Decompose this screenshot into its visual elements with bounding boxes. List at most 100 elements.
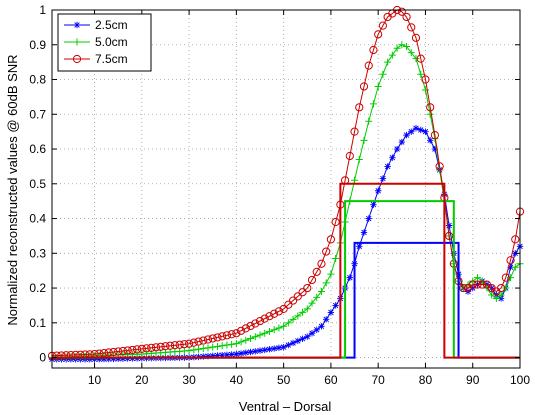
series-2-point-37 — [218, 332, 227, 341]
series-1-point-78 — [412, 55, 420, 63]
series-0-point-48 — [270, 345, 278, 352]
series-0-point-52 — [289, 339, 297, 347]
series-0-point-66 — [356, 243, 363, 250]
series-1-point-67 — [360, 136, 368, 144]
series-2-point-41 — [236, 326, 246, 335]
series-0-point-68 — [365, 215, 372, 222]
series-2-point-53 — [293, 292, 302, 301]
series-0-point-64 — [346, 274, 354, 281]
series-1-point-65 — [351, 176, 359, 184]
y-axis-label: Normalized reconstructed values @ 60dB S… — [5, 54, 20, 325]
series-0-point-36 — [214, 352, 221, 359]
series-0-point-61 — [332, 302, 339, 309]
legend-entry-1: 5.0cm — [64, 35, 128, 49]
legend-entry-0: 2.5cm — [64, 18, 128, 32]
x-tick-label: 30 — [182, 373, 196, 387]
tick-labels: 10 20 30 40 50 60 70 80 90 100 0 0.1 0.2 0.3 0.4 0.5 0.6… — [29, 3, 530, 387]
series-1-point-42 — [242, 336, 250, 344]
series-0-point-60 — [327, 309, 335, 316]
series-2-point-76 — [402, 12, 411, 22]
series-1-point-72 — [384, 58, 392, 66]
series-2-point-81 — [426, 103, 435, 112]
series-2-point-31 — [189, 338, 198, 347]
series-2-point-42 — [241, 324, 250, 333]
x-tick-label: 20 — [135, 373, 149, 387]
series-1-point-44 — [251, 333, 259, 341]
series-0-point-82 — [431, 145, 439, 153]
series-1-point-32 — [195, 345, 203, 353]
series-2-point-29 — [180, 340, 189, 349]
series-0-point-49 — [275, 344, 283, 352]
series-1-point-33 — [199, 345, 207, 353]
series-1-point-53 — [294, 312, 302, 320]
series-2-point-14 — [109, 347, 118, 357]
series-2-point-36 — [213, 333, 222, 342]
series-1-point-98 — [507, 274, 515, 282]
legend-marker-1 — [73, 38, 81, 46]
series-1-point-31 — [190, 346, 198, 354]
y-tick-label: 0.1 — [29, 316, 46, 330]
series-1-point-59 — [322, 279, 330, 287]
series-0-point-46 — [261, 346, 268, 354]
axes-frame — [51, 9, 521, 369]
x-tick-label: 70 — [372, 373, 386, 387]
reference-box-2 — [52, 182, 520, 359]
series-1-point-46 — [261, 329, 269, 337]
series-0-point-12 — [100, 355, 108, 363]
series-0-point-45 — [256, 347, 264, 354]
series-2-point-60 — [326, 235, 336, 244]
series-1-point-81 — [426, 110, 434, 118]
series-1-point-48 — [270, 326, 278, 334]
series-2-point-99 — [511, 235, 520, 244]
y-tick-label: 0 — [39, 351, 46, 365]
series-1-point-52 — [289, 315, 297, 323]
series-2-point-71 — [378, 21, 388, 30]
series-0-point-44 — [252, 348, 259, 355]
series-0-point-58 — [318, 323, 325, 330]
series-2-point-40 — [232, 329, 241, 338]
series-2-point-39 — [227, 330, 236, 339]
x-tick-label: 90 — [466, 373, 480, 387]
series-1-point-54 — [299, 308, 307, 316]
series-1-point-43 — [247, 334, 255, 342]
series-2-point-79 — [416, 54, 425, 63]
series-2-point-98 — [506, 256, 515, 265]
series-2-point-13 — [104, 348, 113, 357]
series-0-point-42 — [242, 349, 250, 356]
series-2-point-43 — [246, 321, 255, 331]
series-2-point-80 — [421, 75, 430, 84]
series-0-point-77 — [408, 128, 415, 135]
series-2-point-34 — [203, 335, 213, 344]
series-2-point-2 — [52, 351, 61, 360]
series-2-point-23 — [151, 343, 161, 352]
series-2-point-24 — [156, 342, 165, 351]
series-0-point-55 — [304, 333, 311, 340]
series-2-point-82 — [430, 131, 440, 140]
series-2-point-38 — [222, 331, 232, 340]
legend-marker-0 — [73, 21, 81, 29]
x-tick-label: 80 — [419, 373, 433, 387]
series-1-point-60 — [327, 270, 335, 278]
series-1-point-68 — [365, 117, 373, 125]
series-0-point-50 — [280, 343, 287, 351]
series-2-point-22 — [147, 343, 156, 352]
series-2-point-61 — [331, 217, 340, 227]
series-0-point-17 — [124, 355, 131, 362]
series-1-point-37 — [218, 342, 226, 350]
series-0-point-40 — [233, 350, 240, 358]
series-1-point-57 — [313, 293, 321, 301]
series-2-point-67 — [359, 82, 369, 91]
series-1-point-77 — [407, 49, 415, 57]
series-1-point-79 — [417, 70, 425, 78]
series-2-point-27 — [170, 341, 180, 350]
legend-label-2: 7.5cm — [95, 52, 128, 66]
series-2-point-33 — [199, 336, 208, 345]
series-0-point-79 — [417, 126, 424, 134]
series-1-point-73 — [388, 51, 396, 59]
series-2 — [47, 5, 525, 360]
series-1-point-69 — [369, 100, 377, 108]
series-0-point-39 — [228, 351, 235, 358]
series-0-point-57 — [313, 326, 320, 333]
series-2-point-68 — [364, 61, 373, 70]
series-0-point-41 — [237, 350, 245, 357]
